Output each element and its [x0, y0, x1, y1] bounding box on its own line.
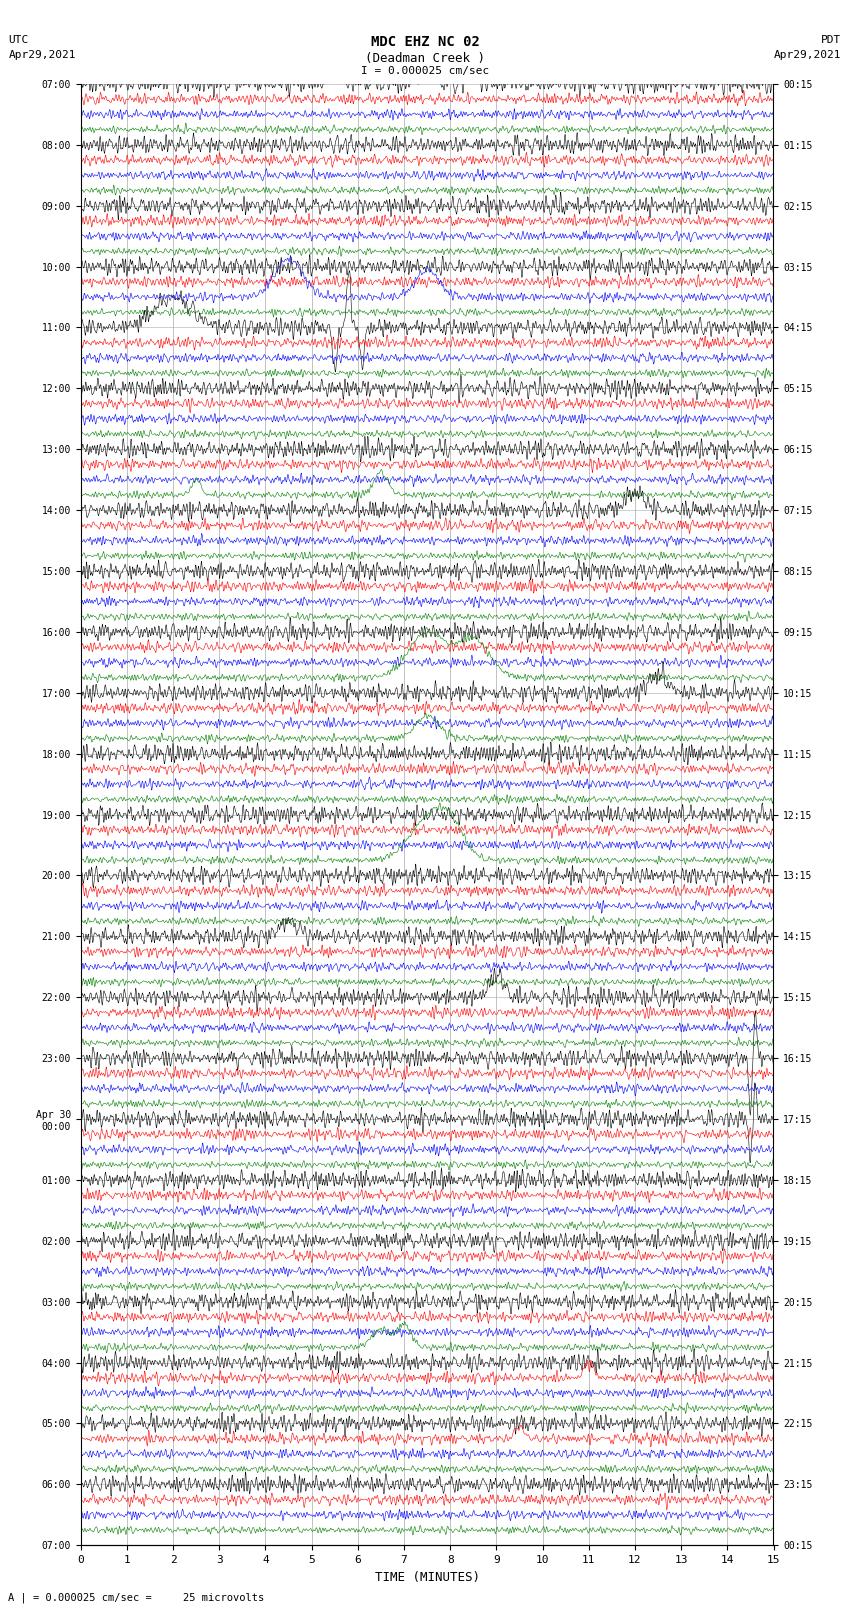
Text: MDC EHZ NC 02: MDC EHZ NC 02: [371, 35, 479, 50]
Text: Apr29,2021: Apr29,2021: [774, 50, 842, 60]
Text: I = 0.000025 cm/sec: I = 0.000025 cm/sec: [361, 66, 489, 76]
X-axis label: TIME (MINUTES): TIME (MINUTES): [375, 1571, 479, 1584]
Text: Apr29,2021: Apr29,2021: [8, 50, 76, 60]
Text: UTC: UTC: [8, 35, 29, 45]
Text: A | = 0.000025 cm/sec =     25 microvolts: A | = 0.000025 cm/sec = 25 microvolts: [8, 1592, 264, 1603]
Text: PDT: PDT: [821, 35, 842, 45]
Text: (Deadman Creek ): (Deadman Creek ): [365, 52, 485, 65]
